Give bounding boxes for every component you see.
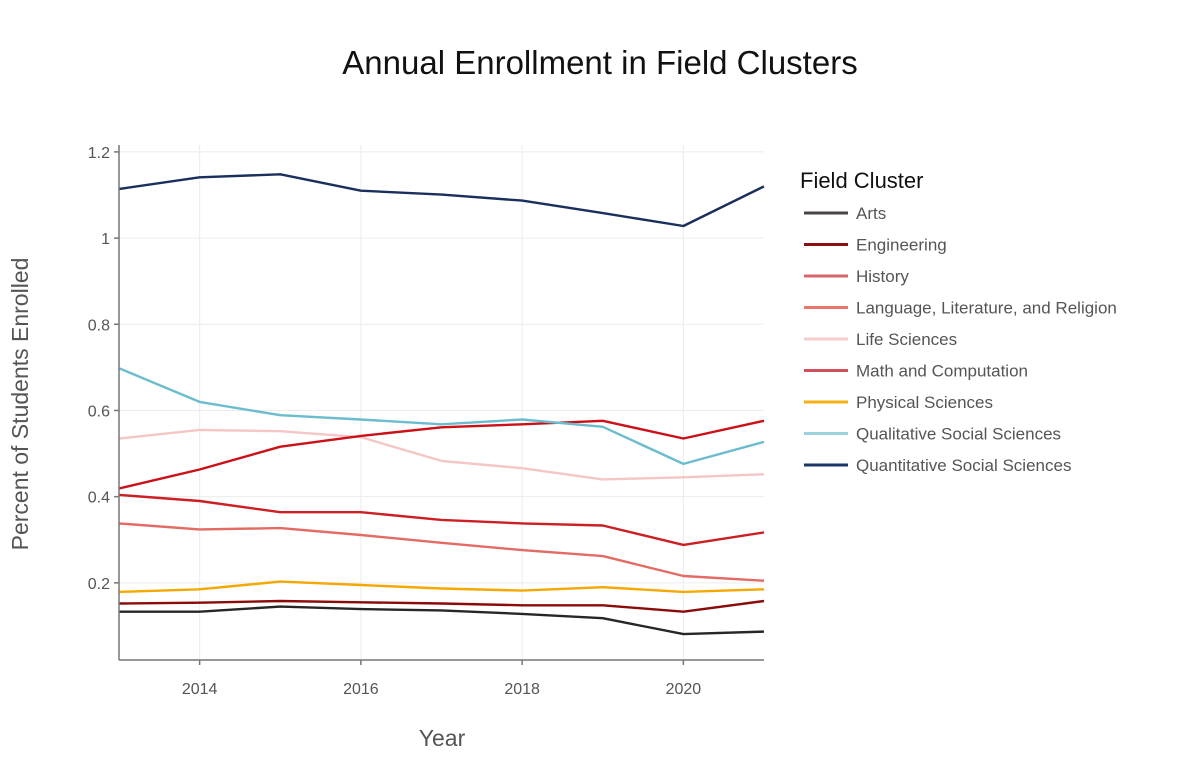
- legend-label-history: History: [856, 267, 909, 286]
- y-tick-label: 0.4: [88, 490, 110, 507]
- legend-label-engineering: Engineering: [856, 236, 947, 255]
- legend: Field Cluster Arts Engineering History Lang…: [800, 168, 1117, 475]
- series-line-engineering: [118, 599, 765, 613]
- x-tick-label: 2014: [182, 681, 218, 698]
- x-tick-label: 2018: [504, 681, 540, 698]
- series-line-history: [118, 493, 765, 547]
- y-axis-title: Percent of Students Enrolled: [7, 258, 33, 551]
- y-tick-label: 0.8: [88, 317, 110, 334]
- grid: [119, 145, 764, 660]
- series-line-life-sciences: [118, 428, 765, 481]
- x-tick-label: 2020: [666, 681, 702, 698]
- legend-title: Field Cluster: [800, 168, 923, 193]
- series-line-language-literature-and-religion: [118, 522, 765, 582]
- legend-label-qualitative-social-sciences: Qualitative Social Sciences: [856, 425, 1061, 444]
- y-tick-label: 0.6: [88, 403, 110, 420]
- y-axis-ticks: 0.2 0.4 0.6 0.8 1 1.2: [88, 145, 119, 593]
- series-line-physical-sciences: [118, 580, 765, 594]
- y-tick-label: 1: [101, 231, 110, 248]
- legend-label-physical-sciences: Physical Sciences: [856, 393, 993, 412]
- legend-label-language-literature-and-religion: Language, Literature, and Religion: [856, 299, 1117, 318]
- legend-label-life-sciences: Life Sciences: [856, 330, 957, 349]
- series-line-arts: [119, 605, 765, 636]
- series-line-quantitative-social-sciences: [118, 173, 765, 228]
- legend-label-quantitative-social-sciences: Quantitative Social Sciences: [856, 456, 1071, 475]
- x-tick-label: 2016: [343, 681, 379, 698]
- chart-title: Annual Enrollment in Field Clusters: [342, 44, 857, 81]
- series-lines: [118, 173, 765, 636]
- x-axis-title: Year: [419, 725, 466, 751]
- series-line-qualitative-social-sciences: [118, 367, 765, 466]
- legend-label-arts: Arts: [856, 204, 886, 223]
- y-tick-label: 0.2: [88, 576, 110, 593]
- legend-label-math-and-computation: Math and Computation: [856, 362, 1028, 381]
- y-tick-label: 1.2: [88, 145, 110, 162]
- x-axis-ticks: 2014 2016 2018 2020: [182, 660, 701, 698]
- series-line-math-and-computation: [118, 419, 765, 490]
